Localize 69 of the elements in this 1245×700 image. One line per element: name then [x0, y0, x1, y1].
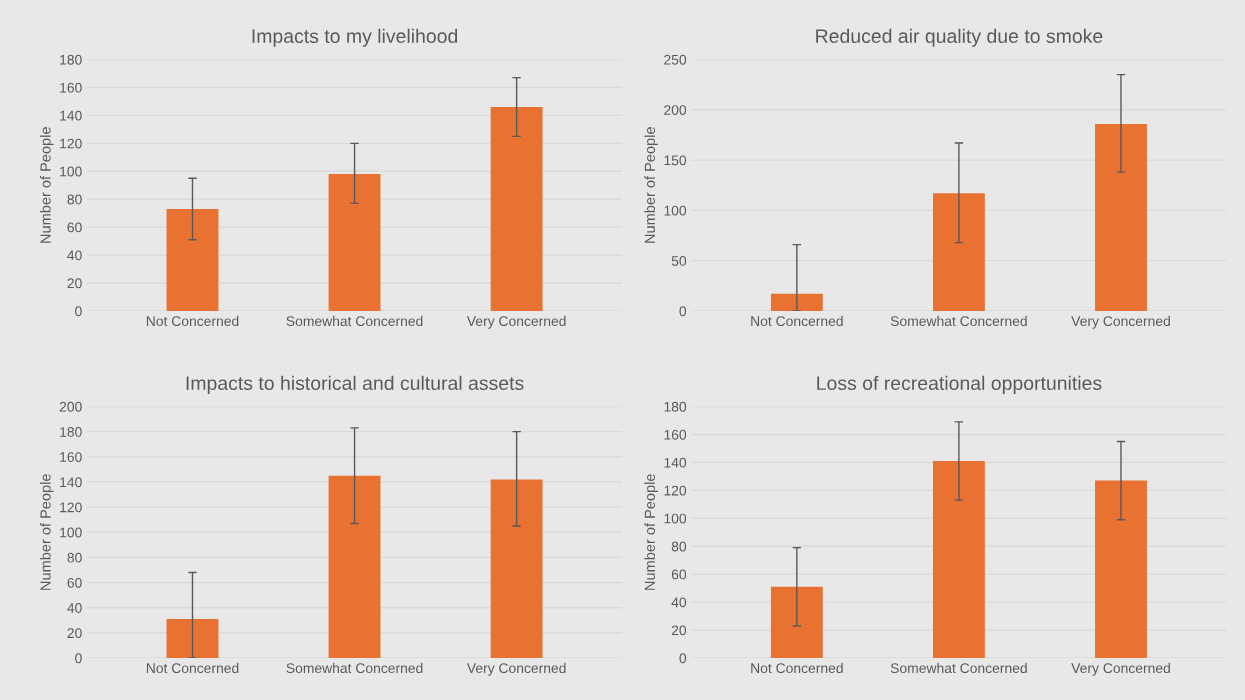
- bar: [770, 586, 823, 658]
- y-tick-label: 0: [679, 306, 687, 317]
- y-tick-label: 100: [60, 166, 82, 177]
- y-tick-label: 140: [60, 477, 82, 488]
- x-tick-label: Very Concerned: [1071, 315, 1170, 329]
- bar: [166, 619, 219, 658]
- y-tick-label: 200: [59, 401, 82, 412]
- x-tick-label: Somewhat Concerned: [286, 662, 423, 674]
- y-tick-label: 80: [671, 541, 687, 552]
- bar: [1095, 123, 1147, 311]
- y-tick-label: 140: [60, 110, 82, 121]
- y-tick-label: 150: [664, 155, 687, 166]
- bar: [328, 174, 381, 311]
- y-tick-label: 60: [67, 222, 82, 233]
- y-tick-label: 0: [679, 653, 687, 664]
- chart-title: Loss of recreational opportunities: [817, 375, 1102, 394]
- y-tick-label: 180: [60, 54, 82, 65]
- x-tick-label: Not Concerned: [146, 662, 239, 674]
- x-tick-label: Not Concerned: [146, 315, 239, 327]
- y-tick-label: 80: [67, 552, 82, 563]
- bar: [932, 193, 985, 311]
- y-axis-title: Number of People: [644, 127, 658, 243]
- x-tick-label: Very Concerned: [466, 662, 566, 676]
- chart-title: Reduced air quality due to smoke: [816, 28, 1103, 47]
- y-tick-label: 0: [75, 653, 82, 664]
- bar: [932, 461, 985, 658]
- x-tick-label: Very Concerned: [1071, 662, 1170, 676]
- y-tick-label: 100: [60, 527, 82, 538]
- bar: [166, 208, 219, 311]
- chart-title: Impacts to my livelihood: [252, 28, 458, 47]
- y-tick-label: 180: [664, 401, 687, 412]
- y-tick-label: 50: [671, 256, 687, 266]
- y-axis-title: Number of People: [39, 474, 54, 590]
- y-tick-label: 40: [67, 603, 82, 613]
- y-tick-label: 100: [664, 513, 687, 524]
- y-tick-label: 160: [60, 82, 82, 93]
- chart-title: Impacts to historical and cultural assets: [186, 375, 524, 394]
- bar: [490, 107, 543, 311]
- y-tick-label: 120: [664, 485, 687, 496]
- y-tick-label: 60: [67, 577, 82, 588]
- y-tick-label: 40: [67, 250, 82, 261]
- y-tick-label: 20: [67, 628, 82, 639]
- y-tick-label: 0: [75, 306, 82, 317]
- x-tick-label: Not Concerned: [751, 315, 843, 327]
- bar: [490, 479, 543, 658]
- y-tick-label: 100: [664, 205, 687, 216]
- y-axis-title: Number of People: [644, 474, 658, 590]
- bar: [328, 475, 381, 658]
- y-tick-label: 20: [671, 625, 687, 636]
- y-tick-label: 120: [60, 502, 82, 513]
- y-tick-label: 180: [60, 427, 82, 437]
- bar: [1095, 480, 1147, 658]
- y-tick-label: 60: [671, 569, 687, 580]
- x-tick-label: Somewhat Concerned: [890, 662, 1027, 674]
- x-tick-label: Very Concerned: [466, 315, 566, 329]
- y-tick-label: 40: [671, 597, 687, 608]
- y-tick-label: 160: [664, 429, 687, 440]
- bar: [770, 293, 823, 311]
- y-tick-label: 120: [60, 138, 82, 149]
- y-tick-label: 250: [664, 54, 687, 65]
- x-tick-label: Not Concerned: [751, 662, 843, 674]
- y-tick-label: 20: [67, 278, 82, 289]
- x-tick-label: Somewhat Concerned: [286, 315, 423, 327]
- x-tick-label: Somewhat Concerned: [890, 315, 1027, 327]
- y-tick-label: 140: [664, 457, 687, 468]
- y-tick-label: 80: [67, 194, 82, 205]
- y-tick-label: 200: [664, 105, 687, 115]
- y-axis-title: Number of People: [39, 127, 54, 243]
- y-tick-label: 160: [60, 452, 82, 462]
